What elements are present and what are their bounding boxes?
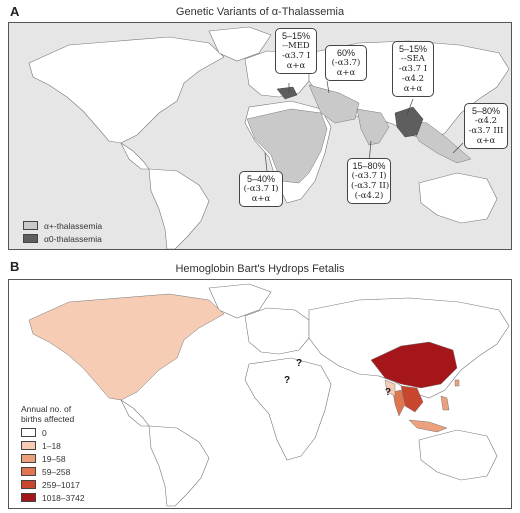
alpha-zero-seasia — [394, 106, 424, 138]
alpha-plus-africa — [246, 108, 328, 184]
alpha-plus-seasia — [408, 120, 472, 164]
philippines — [440, 395, 450, 411]
legend-a-item: α0-thalassemia — [23, 232, 102, 245]
callout-southeast-asia: 5–15% --SEA -α3.7 I -α4.2 α+α — [392, 41, 434, 97]
legend-label-alpha-plus: α+-thalassemia — [44, 220, 103, 231]
hydrops-regions — [28, 293, 460, 433]
callout-leaders — [264, 80, 464, 172]
legend-b-item: 19–58 — [21, 452, 85, 465]
legend-label-alpha-zero: α0-thalassemia — [44, 233, 102, 244]
callout-middle-east: 60% (-α3.7) α+α — [325, 45, 367, 81]
central-america — [120, 142, 150, 170]
alpha-plus-india — [356, 108, 390, 146]
alpha-plus-mideast — [308, 84, 360, 124]
legend-label-19-58: 19–58 — [42, 453, 66, 464]
panel-b-title: Hemoglobin Bart's Hydrops Fetalis — [175, 263, 345, 275]
world-map-a — [28, 26, 510, 249]
alpha-zero-mediterranean — [276, 86, 298, 100]
legend-swatch-alpha-zero — [23, 234, 38, 243]
legend-a: α+-thalassemia α0-thalassemia — [23, 219, 102, 245]
north-america-b — [28, 293, 225, 401]
panel-b: B Hemoglobin Bart's Hydrops Fetalis — [8, 255, 512, 511]
legend-b-item: 1–18 — [21, 439, 85, 452]
question-mark-india: ? — [385, 387, 392, 398]
greenland — [208, 26, 272, 62]
australia-b — [418, 429, 498, 481]
legend-label-59-258: 59–258 — [42, 466, 71, 477]
africa-b — [244, 357, 332, 461]
callout-oceania: 5–80% -α4.2 -α3.7 III α+α — [464, 103, 508, 149]
legend-label-259-1017: 259–1017 — [42, 479, 80, 490]
australia — [418, 172, 498, 224]
legend-label-0: 0 — [42, 427, 47, 438]
legend-swatch-1018-3742 — [21, 493, 36, 502]
question-mark-africa: ? — [284, 375, 291, 386]
world-map-b — [28, 283, 510, 507]
central-america-b — [120, 399, 150, 427]
question-mark-mediterranean: ? — [296, 358, 303, 369]
myanmar — [384, 379, 396, 397]
map-b: ? ? ? Annual no. of births affected 0 1–… — [8, 279, 512, 509]
thailand — [392, 389, 406, 417]
south-america-b — [148, 425, 210, 507]
europe-b — [244, 307, 310, 355]
legend-swatch-19-58 — [21, 454, 36, 463]
alpha-plus-regions — [246, 84, 472, 184]
legend-swatch-0 — [21, 428, 36, 437]
china — [370, 341, 458, 389]
legend-b-title: Annual no. of births affected — [21, 404, 75, 424]
callout-africa: 5–40% (-α3.7 I) α+α — [239, 171, 283, 207]
legend-a-item: α+-thalassemia — [23, 219, 102, 232]
map-a: 5–15% --MED -α3.7 I α+α 60% (-α3.7) α+α … — [8, 22, 512, 250]
legend-swatch-alpha-plus — [23, 221, 38, 230]
legend-b-item: 59–258 — [21, 465, 85, 478]
callout-mediterranean: 5–15% --MED -α3.7 I α+α — [275, 28, 317, 74]
legend-label-1018-3742: 1018–3742 — [42, 492, 85, 503]
legend-b-item: 0 — [21, 426, 85, 439]
legend-b-item: 259–1017 — [21, 478, 85, 491]
panel-b-letter: B — [10, 259, 20, 274]
south-america — [148, 168, 210, 249]
taiwan — [454, 379, 460, 387]
legend-swatch-259-1017 — [21, 480, 36, 489]
legend-label-1-18: 1–18 — [42, 440, 61, 451]
north-america — [28, 36, 225, 144]
panel-a-title: Genetic Variants of α-Thalassemia — [175, 6, 345, 18]
legend-swatch-59-258 — [21, 467, 36, 476]
callout-india: 15–80% (-α3.7 I) (-α3.7 II) (-α4.2) — [347, 158, 391, 204]
legend-b-item: 1018–3742 — [21, 491, 85, 504]
legend-swatch-1-18 — [21, 441, 36, 450]
alpha-zero-regions — [276, 86, 424, 138]
malay-archipelago — [408, 419, 448, 433]
panel-a: A Genetic Variants of α-Thalassemia — [8, 0, 512, 250]
legend-b: Annual no. of births affected 0 1–18 19–… — [21, 404, 85, 504]
panel-a-letter: A — [10, 4, 20, 19]
